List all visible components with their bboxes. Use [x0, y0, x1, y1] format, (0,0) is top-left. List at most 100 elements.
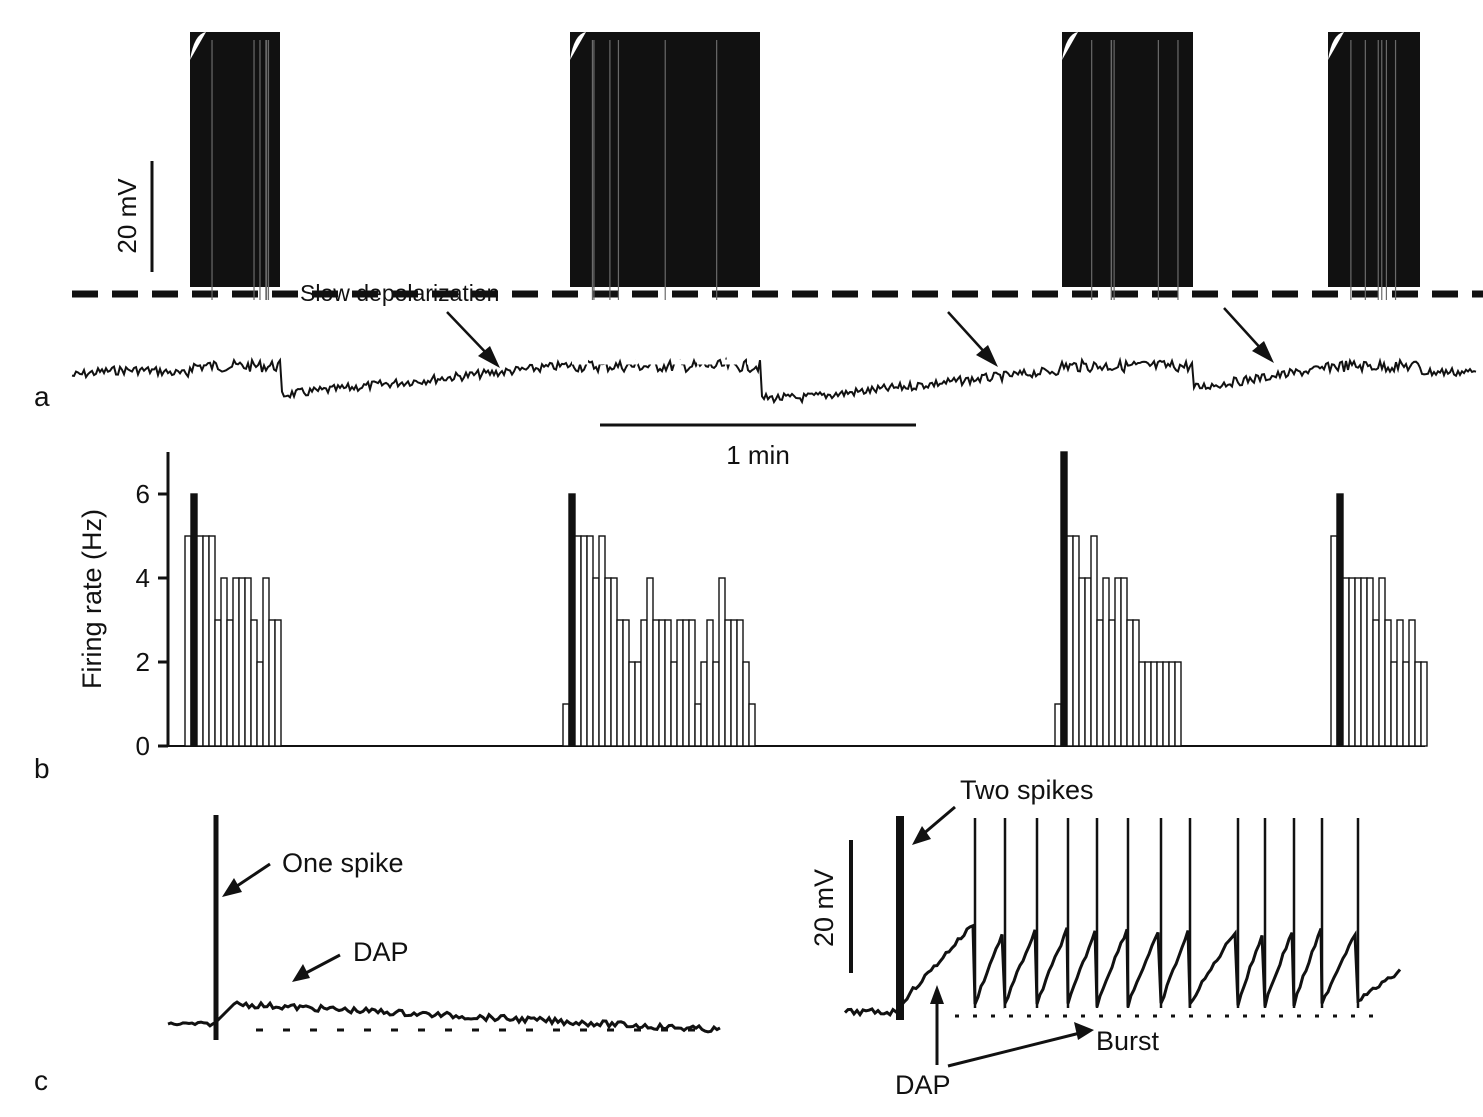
- left-dap-arrow: [292, 953, 341, 982]
- right-voltage-scale-label: 20 mV: [809, 869, 839, 947]
- histogram-bar: [1150, 661, 1158, 747]
- histogram-bar: [604, 577, 612, 747]
- histogram-bar: [1108, 619, 1116, 747]
- histogram-bar: [724, 619, 732, 747]
- one-spike-arrow: [222, 862, 271, 897]
- histogram-bar: [1390, 661, 1398, 747]
- burst-onset-4: [1328, 32, 1344, 60]
- left-trace-path: [167, 1000, 721, 1034]
- histogram-bar: [226, 619, 234, 747]
- histogram-bar: [1378, 577, 1386, 747]
- histogram-bar: [1066, 535, 1074, 747]
- histogram-bar: [256, 661, 264, 747]
- histogram-bar: [220, 577, 228, 747]
- histogram-bar: [730, 619, 738, 747]
- histogram-bar: [1078, 577, 1086, 747]
- histogram-bar: [682, 619, 690, 747]
- panel-a-voltage-trace: 20 mV 1 min Slow depolarization a: [34, 32, 1483, 470]
- histogram-bar: [646, 577, 654, 747]
- time-scale-label: 1 min: [726, 440, 790, 470]
- left-dap-label: DAP: [353, 937, 409, 967]
- panel-b-firing-rate: 0 2 4 6 Firing rate (Hz) b: [34, 451, 1428, 784]
- histogram-bar: [184, 535, 192, 747]
- histogram-bar: [1096, 619, 1104, 747]
- histogram-bar: [1348, 577, 1356, 747]
- histogram-bar: [688, 619, 696, 747]
- histogram-bar: [616, 619, 624, 747]
- y-axis-ticks: 0 2 4 6: [136, 479, 168, 761]
- panel-label-c: c: [34, 1065, 48, 1096]
- histogram-bar: [652, 619, 660, 747]
- histogram-bar: [1144, 661, 1152, 747]
- histogram-bar: [610, 577, 618, 747]
- histogram-bar: [1342, 577, 1350, 747]
- histogram-bar: [658, 619, 666, 747]
- histogram-bar: [1354, 577, 1362, 747]
- histogram-bar: [262, 577, 270, 747]
- panel-label-a: a: [34, 381, 50, 412]
- right-trace-path: [843, 923, 1402, 1018]
- one-spike-label: One spike: [282, 848, 404, 878]
- histogram-bar: [202, 535, 210, 747]
- histogram-bar: [274, 619, 282, 747]
- histogram-bar: [1408, 619, 1416, 747]
- burst-block-3: [1062, 32, 1193, 287]
- histogram-bar: [1162, 661, 1170, 747]
- histogram-bar: [634, 661, 642, 747]
- histogram-bar: [736, 619, 744, 747]
- histogram-bar: [190, 493, 198, 747]
- histogram-bar: [664, 619, 672, 747]
- burst-arrow: [947, 1022, 1094, 1068]
- y-tick-label: 2: [136, 647, 150, 677]
- histogram-bar: [1084, 577, 1092, 747]
- y-tick-label: 4: [136, 563, 150, 593]
- histogram-bar: [580, 535, 588, 747]
- burst-onset-1: [190, 32, 206, 60]
- membrane-potential-trace: [71, 356, 1477, 405]
- burst-spike-trains: [190, 32, 1420, 300]
- slow-depolarization-arrow: [446, 311, 500, 368]
- histogram-bar: [676, 619, 684, 747]
- voltage-scale-label: 20 mV: [112, 178, 142, 254]
- histogram-bar: [1414, 661, 1422, 747]
- histogram-bar: [1090, 535, 1098, 747]
- burst-block-4: [1328, 32, 1420, 287]
- histogram-bar: [1384, 619, 1392, 747]
- right-dap-label: DAP: [895, 1070, 951, 1100]
- burst-histogram-3: [1054, 451, 1182, 747]
- histogram-bar: [232, 577, 240, 747]
- histogram-bar: [598, 535, 606, 747]
- histogram-bar: [1420, 661, 1428, 747]
- histogram-bar: [670, 661, 678, 747]
- histogram-bar: [1156, 661, 1164, 747]
- histogram-bar: [742, 661, 750, 747]
- histogram-bar: [700, 661, 708, 747]
- burst-spikes: [973, 818, 1360, 1008]
- firing-rate-bars: [184, 451, 1428, 747]
- burst-histogram-4: [1330, 493, 1428, 747]
- histogram-bar: [706, 619, 714, 747]
- burst-label: Burst: [1096, 1026, 1160, 1056]
- histogram-bar: [718, 577, 726, 747]
- histogram-bar: [1102, 577, 1110, 747]
- histogram-bar: [1372, 619, 1380, 747]
- voltage-trace-path: [71, 356, 1477, 405]
- histogram-bar: [1402, 661, 1410, 747]
- histogram-bar: [1174, 661, 1182, 747]
- histogram-bar: [1366, 577, 1374, 747]
- histogram-bar: [622, 619, 630, 747]
- histogram-bar: [748, 703, 756, 747]
- histogram-bar: [1072, 535, 1080, 747]
- histogram-bar: [574, 535, 582, 747]
- depolarization-arrow-2: [947, 311, 998, 367]
- histogram-bar: [1114, 577, 1122, 747]
- histogram-bar: [568, 493, 576, 747]
- burst-trace: [843, 923, 1402, 1018]
- slow-depolarization-label: Slow depolarization: [300, 280, 499, 306]
- histogram-bar: [694, 703, 702, 747]
- histogram-bar: [238, 577, 246, 747]
- histogram-bar: [250, 619, 258, 747]
- histogram-bar: [640, 619, 648, 747]
- histogram-bar: [1126, 619, 1134, 747]
